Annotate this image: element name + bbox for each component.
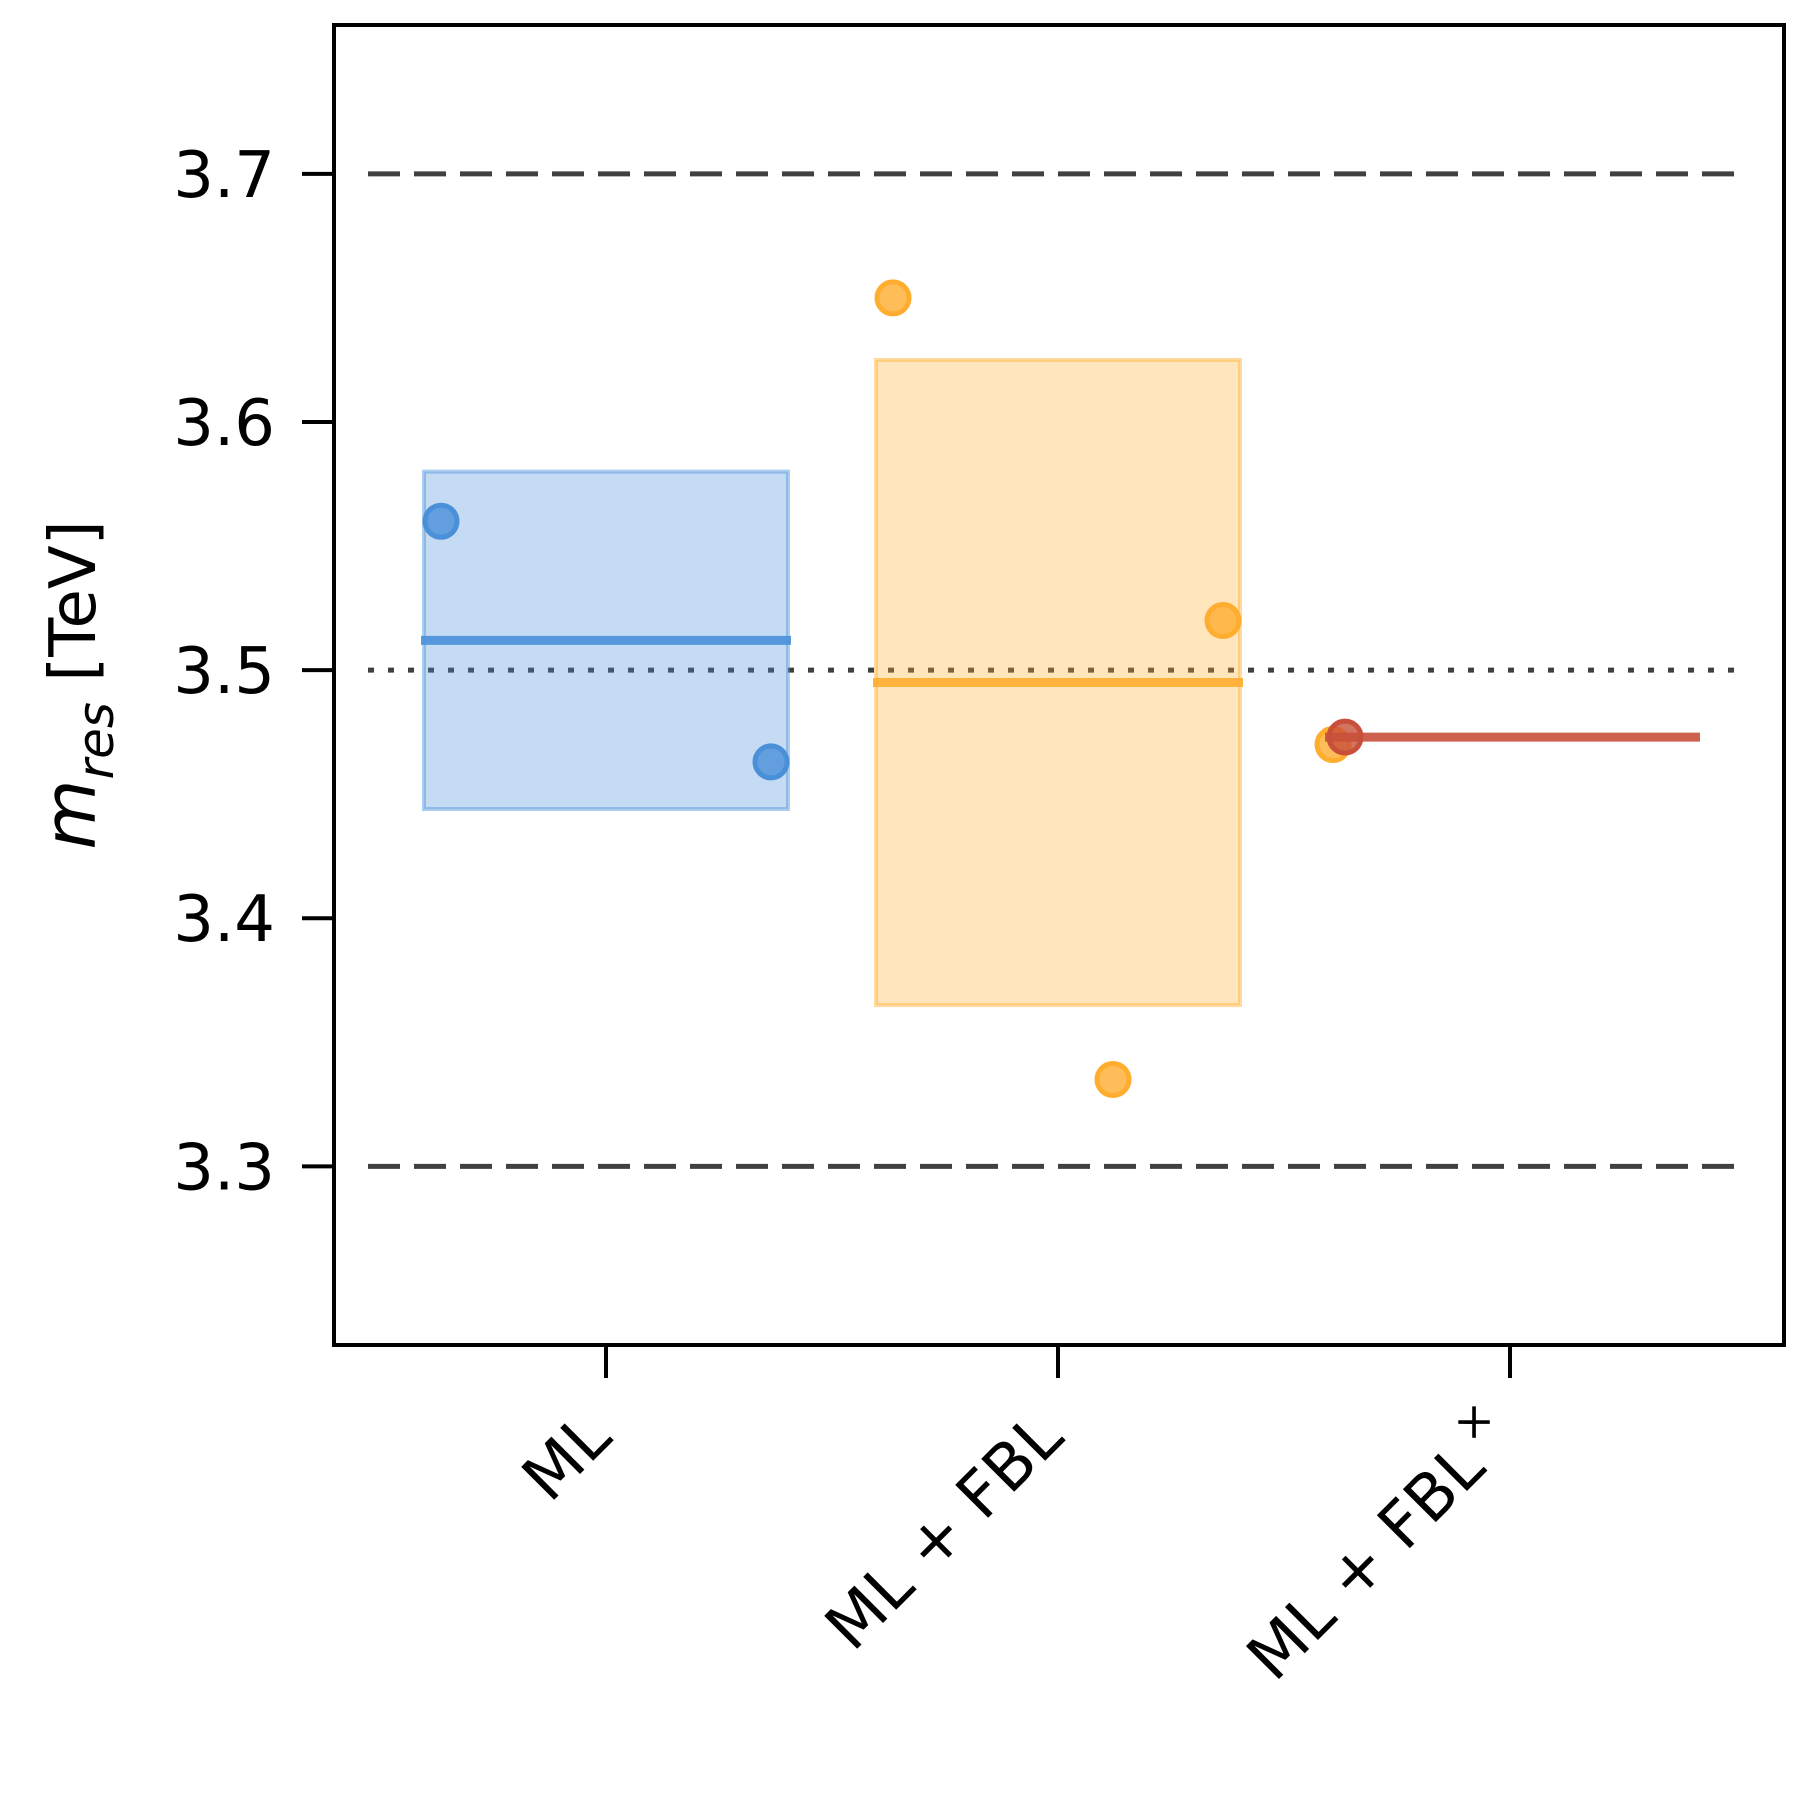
data-point [1094,1061,1132,1099]
x-tick-label: ML [509,1399,626,1516]
y-tick-label: 3.6 [173,387,275,461]
y-axis-unit: [TeV] [37,520,111,681]
x-tick-label-text: ML + FBL [812,1399,1078,1665]
y-axis-unit-gap [37,682,111,702]
x-tick-label: ML + FBL× [1225,1391,1529,1695]
x-tick-label-text: ML + FBL [1233,1429,1499,1695]
data-point [752,743,790,781]
y-tick-label: 3.7 [173,139,275,213]
data-point [1204,601,1242,639]
y-axis-subscript: res [67,702,125,779]
y-axis-title: mres [TeV] [28,520,125,849]
x-tick-label-text: ML [509,1399,626,1516]
y-tick-label: 3.4 [173,883,275,957]
y-tick-label: 3.5 [173,635,275,709]
plot-area [368,171,1740,1169]
y-axis: 3.3 3.4 3.5 3.6 3.7 [173,139,334,1205]
data-point [1326,718,1364,756]
data-point [874,279,912,317]
x-axis: ML ML + FBL ML + FBL× [509,1345,1529,1695]
data-point [422,502,460,540]
y-axis-symbol: m [28,779,112,849]
x-tick-label: ML + FBL [812,1399,1078,1665]
y-tick-label: 3.3 [173,1131,275,1205]
